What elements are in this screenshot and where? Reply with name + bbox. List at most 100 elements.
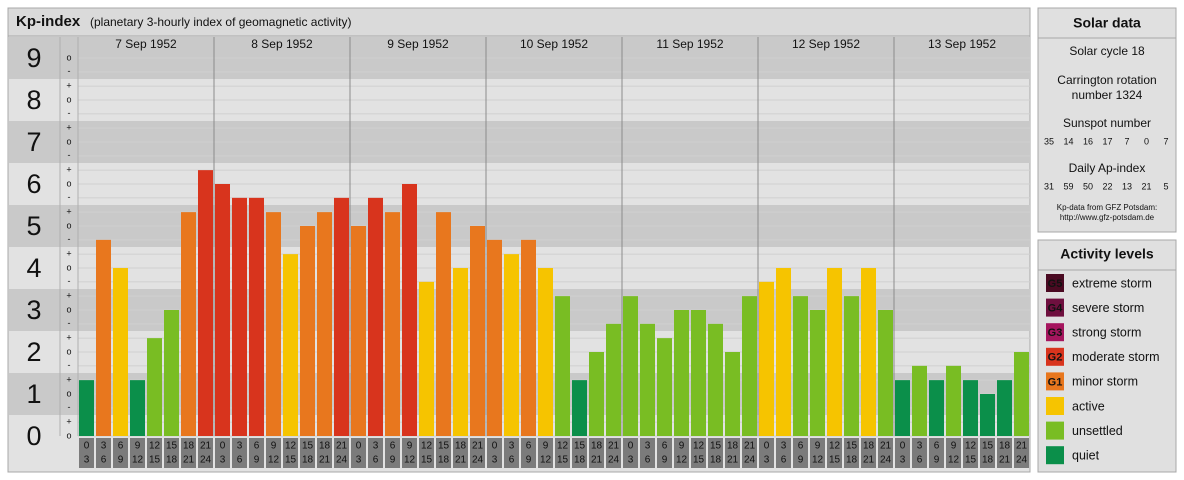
x-tick-label: 12: [829, 441, 841, 452]
y-subtick-label: -: [68, 108, 71, 118]
bar: [283, 254, 298, 436]
source: http://www.gfz-potsdam.de: [1060, 213, 1155, 222]
x-tick-label: 18: [591, 441, 603, 452]
source: Kp-data from GFZ Potsdam:: [1057, 203, 1157, 212]
ap-value: 31: [1044, 181, 1054, 191]
bar: [657, 338, 672, 436]
bar: [861, 268, 876, 436]
x-tick-label: 15: [965, 455, 977, 466]
legend-swatch: [1046, 446, 1064, 465]
bar: [572, 380, 587, 436]
bar: [164, 310, 179, 436]
bar: [725, 352, 740, 436]
x-tick-label: 21: [336, 441, 348, 452]
bar: [470, 226, 485, 436]
bar: [181, 212, 196, 436]
ap-value: 22: [1102, 181, 1112, 191]
x-tick-label: 18: [302, 455, 314, 466]
x-tick-label: 3: [220, 455, 226, 466]
hour-box: [198, 438, 213, 468]
hour-box: [385, 438, 400, 468]
x-tick-label: 21: [455, 455, 467, 466]
y-subtick-label: o: [66, 94, 71, 104]
hour-box: [827, 438, 842, 468]
hour-box: [232, 438, 247, 468]
chart-subtitle: (planetary 3-hourly index of geomagnetic…: [90, 15, 351, 29]
hour-box: [674, 438, 689, 468]
x-tick-label: 24: [608, 455, 620, 466]
y-subtick-label: +: [66, 375, 71, 385]
solar-cycle: Solar cycle 18: [1069, 44, 1145, 58]
hour-box: [589, 438, 604, 468]
y-subtick-label: o: [66, 262, 71, 272]
hour-box: [810, 438, 825, 468]
x-tick-label: 24: [200, 455, 212, 466]
bar: [402, 184, 417, 436]
legend-badge: G5: [1048, 278, 1063, 290]
x-tick-label: 21: [608, 441, 620, 452]
day-label: 8 Sep 1952: [251, 37, 313, 51]
x-tick-label: 3: [645, 441, 651, 452]
x-tick-label: 18: [727, 441, 739, 452]
bar: [929, 380, 944, 436]
bar: [96, 239, 111, 436]
sunspot-value: 17: [1102, 136, 1112, 146]
y-subtick-label: -: [68, 192, 71, 202]
x-tick-label: 21: [727, 455, 739, 466]
x-tick-label: 18: [319, 441, 331, 452]
y-subtick-label: +: [66, 123, 71, 133]
x-tick-label: 9: [543, 441, 549, 452]
hour-box: [130, 438, 145, 468]
x-tick-label: 0: [356, 441, 362, 452]
bar: [691, 310, 706, 436]
legend-label: unsettled: [1072, 424, 1123, 438]
day-label: 10 Sep 1952: [520, 37, 588, 51]
y-subtick-label: -: [68, 234, 71, 244]
y-subtick-label: -: [68, 276, 71, 286]
day-label: 12 Sep 1952: [792, 37, 860, 51]
x-tick-label: 15: [557, 455, 569, 466]
x-tick-label: 15: [710, 441, 722, 452]
y-tick-label: 1: [26, 379, 41, 409]
hour-box: [96, 438, 111, 468]
y-subtick-label: +: [66, 81, 71, 91]
sunspot-value: 14: [1063, 136, 1073, 146]
ap-title: Daily Ap-index: [1069, 161, 1146, 175]
sunspot-value: 7: [1163, 136, 1168, 146]
hour-box: [351, 438, 366, 468]
x-tick-label: 24: [1016, 455, 1028, 466]
hour-box: [521, 438, 536, 468]
x-tick-label: 12: [812, 455, 824, 466]
bar: [419, 281, 434, 436]
x-tick-label: 9: [254, 455, 260, 466]
y-subtick-label: -: [68, 318, 71, 328]
hour-box: [300, 438, 315, 468]
y-tick-label: 4: [26, 253, 41, 283]
x-tick-label: 0: [220, 441, 226, 452]
x-tick-label: 6: [509, 455, 515, 466]
x-tick-label: 9: [118, 455, 124, 466]
bar: [827, 268, 842, 436]
hour-box: [283, 438, 298, 468]
bar: [368, 197, 383, 436]
x-tick-label: 18: [999, 441, 1011, 452]
x-tick-label: 18: [982, 455, 994, 466]
hour-box: [997, 438, 1012, 468]
x-tick-label: 15: [302, 441, 314, 452]
y-subtick-label: o: [66, 346, 71, 356]
ap-value: 5: [1163, 181, 1168, 191]
bar: [266, 212, 281, 436]
sunspot-value: 0: [1144, 136, 1149, 146]
hour-box: [113, 438, 128, 468]
hour-box: [164, 438, 179, 468]
y-subtick-label: o: [66, 304, 71, 314]
x-tick-label: 3: [237, 441, 243, 452]
hour-box: [1014, 438, 1029, 468]
x-tick-label: 3: [373, 441, 379, 452]
hour-box: [419, 438, 434, 468]
x-tick-label: 21: [744, 441, 756, 452]
sunspot-value: 7: [1124, 136, 1129, 146]
y-subtick-label: -: [68, 402, 71, 412]
x-tick-label: 18: [574, 455, 586, 466]
